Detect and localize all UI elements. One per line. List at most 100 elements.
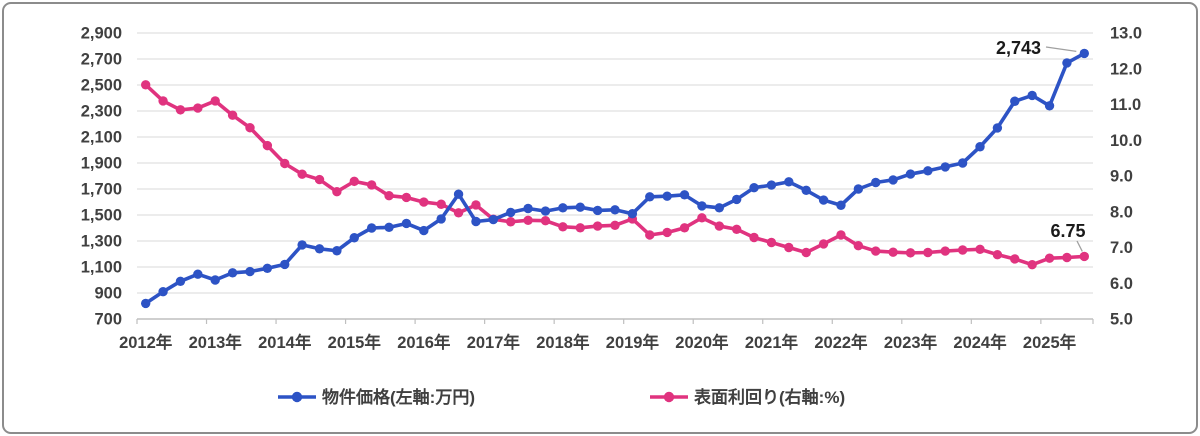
- x-axis-year-label: 2024年: [953, 332, 1007, 352]
- x-axis-year-label: 2023年: [884, 332, 938, 352]
- price-series-point: [714, 203, 724, 213]
- yield-series-point: [175, 105, 186, 115]
- x-axis-year-label: 2022年: [814, 332, 868, 352]
- yield-series-point: [1079, 251, 1090, 262]
- yield-series-point: [992, 249, 1003, 260]
- x-axis-year-label: 2013年: [189, 332, 243, 352]
- yield-series-point: [749, 232, 759, 243]
- yield-series-point: [853, 241, 864, 251]
- price-series-point: [140, 298, 151, 309]
- yield-series-point: [697, 213, 707, 223]
- left-axis-tick-label: 900: [94, 285, 122, 303]
- left-axis-tick-label: 2,500: [81, 77, 122, 95]
- x-axis-year-label: 2017年: [467, 332, 521, 352]
- right-axis-tick-label: 8.0: [1110, 203, 1133, 221]
- price-series-point: [506, 207, 516, 218]
- price-series-point: [227, 268, 238, 278]
- yield-series-point: [871, 246, 881, 256]
- price-series-point: [1079, 48, 1090, 59]
- yield-series-point: [836, 230, 846, 240]
- price-series-point: [453, 189, 464, 199]
- price-series-point: [940, 162, 950, 172]
- yield-series-point: [714, 221, 724, 231]
- price-series-point: [1027, 90, 1037, 101]
- legend-marker-dot: [291, 391, 303, 403]
- x-axis-year-label: 2016年: [397, 332, 451, 352]
- yield-series-point: [731, 224, 742, 234]
- yield-series-point: [905, 248, 916, 258]
- yield-series-point: [540, 215, 551, 226]
- yield-series-point: [1027, 259, 1037, 270]
- yield-series-point: [506, 217, 516, 227]
- price-series-point: [193, 269, 203, 279]
- yield-series-point: [523, 215, 533, 226]
- price-series-point: [784, 177, 794, 187]
- left-axis-tick-label: 1,700: [81, 181, 122, 199]
- price-series-point: [471, 216, 481, 227]
- x-axis-year-label: 2025年: [1023, 332, 1077, 352]
- yield-series-point: [592, 221, 603, 231]
- price-series-point: [280, 259, 290, 270]
- yield-series-point: [610, 220, 620, 231]
- price-series-point: [853, 184, 864, 194]
- x-axis-year-label: 2019年: [606, 332, 660, 352]
- yield-series-point: [453, 208, 464, 218]
- price-series-point: [419, 225, 429, 236]
- yield-series-point: [297, 169, 307, 179]
- yield-series-point: [784, 242, 794, 253]
- price-series-point: [975, 142, 985, 152]
- price-series-point: [366, 223, 377, 233]
- yield-series-point: [314, 174, 325, 185]
- yield-series-point: [227, 110, 238, 120]
- left-axis-tick-label: 1,100: [81, 259, 122, 277]
- yield-series-point: [262, 140, 273, 151]
- price-series-point: [957, 158, 968, 168]
- price-series-point: [679, 190, 690, 200]
- yield-series-line: [143, 83, 1087, 267]
- price-series-point: [801, 185, 811, 195]
- yield-series-point: [366, 180, 377, 190]
- yield-series-point: [1044, 253, 1055, 263]
- right-axis-tick-label: 9.0: [1110, 168, 1133, 186]
- x-axis-year-label: 2020年: [675, 332, 729, 352]
- x-axis-year-label: 2014年: [258, 332, 312, 352]
- price-series-point: [766, 180, 777, 190]
- price-series-point: [523, 203, 533, 214]
- left-axis-tick-label: 2,300: [81, 103, 122, 121]
- yield-series-point: [662, 227, 672, 238]
- yield-series-point: [888, 247, 898, 257]
- yield-series-point: [957, 245, 968, 255]
- price-series-point: [697, 201, 707, 211]
- yield-series-point: [975, 244, 985, 254]
- price-series-point: [662, 191, 672, 201]
- yield-series-point: [818, 239, 829, 249]
- yield-series-point: [575, 223, 585, 233]
- left-axis-tick-label: 1,900: [81, 155, 122, 173]
- legend-label: 物件価格(左軸:万円): [322, 387, 475, 407]
- price-series-point: [992, 123, 1003, 133]
- legend-item: 物件価格(左軸:万円): [278, 387, 475, 407]
- yield-series-point: [280, 158, 290, 169]
- price-series-point: [905, 169, 916, 179]
- price-series-point: [871, 177, 881, 188]
- price-series-point: [1010, 96, 1020, 106]
- price-series-point: [540, 206, 551, 216]
- right-axis-tick-label: 10.0: [1110, 132, 1142, 150]
- yield-series-point: [471, 200, 481, 210]
- price-series-point: [245, 266, 255, 277]
- price-series-point: [1044, 101, 1055, 111]
- price-series-point: [262, 263, 273, 273]
- x-axis-year-label: 2015年: [328, 332, 382, 352]
- yield-series-point: [332, 187, 342, 197]
- price-series-point: [645, 192, 655, 202]
- left-axis-tick-label: 1,500: [81, 207, 122, 225]
- price-series-point: [749, 183, 759, 193]
- price-series-point: [488, 214, 499, 225]
- annotation-leader-line: [1076, 240, 1083, 252]
- right-axis-tick-label: 11.0: [1110, 96, 1141, 114]
- annotation-leader-line: [1045, 46, 1077, 53]
- yield-series-point: [801, 247, 811, 258]
- right-axis-tick-label: 13.0: [1110, 25, 1142, 43]
- price-series-point: [158, 287, 168, 297]
